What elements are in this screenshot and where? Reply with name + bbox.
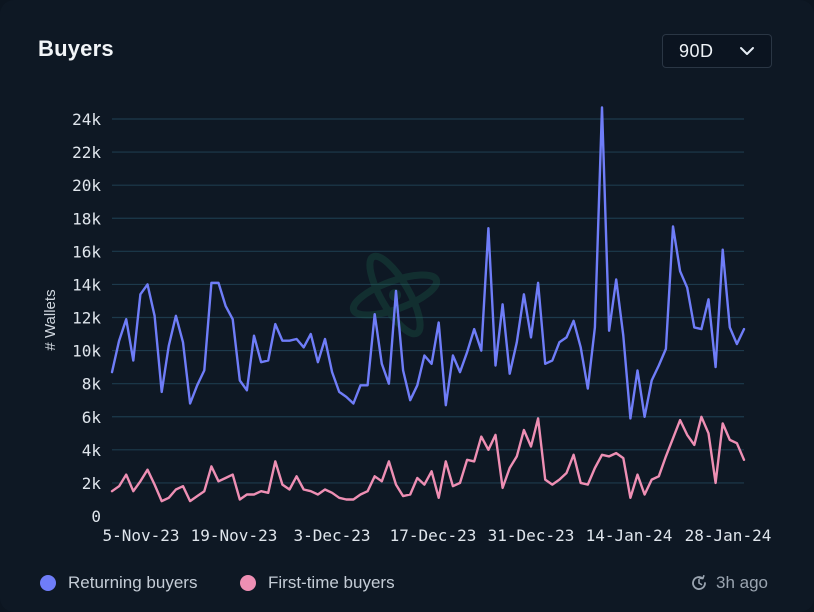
y-tick-label: 0 <box>91 507 101 526</box>
y-tick-label: 24k <box>72 110 101 129</box>
legend-label-first-time: First-time buyers <box>268 573 395 592</box>
buyers-line-chart: 0 2k 4k 6k 8k 10k 12k 14k 16k 18k 20k 22k 24k 5-Nov-… <box>42 106 771 545</box>
y-axis-label: # Wallets <box>42 289 59 350</box>
x-tick-label: 3-Dec-23 <box>293 526 370 545</box>
y-tick-label: 22k <box>72 143 101 162</box>
updated-text: 3h ago <box>716 573 768 592</box>
y-tick-label: 10k <box>72 342 101 361</box>
y-tick-label: 16k <box>72 242 101 261</box>
series-lines <box>110 106 746 503</box>
returning-buyers-line <box>110 106 746 420</box>
y-tick-label: 20k <box>72 176 101 195</box>
y-tick-label: 12k <box>72 309 101 328</box>
first-time-buyers-line <box>110 415 746 503</box>
y-tick-label: 14k <box>72 275 101 294</box>
x-axis-ticks: 5-Nov-23 19-Nov-23 3-Dec-23 17-Dec-23 31-Dec… <box>102 526 771 545</box>
last-updated: 3h ago <box>690 573 768 593</box>
x-tick-label: 31-Dec-23 <box>488 526 575 545</box>
y-tick-label: 6k <box>82 408 102 427</box>
x-tick-label: 28-Jan-24 <box>685 526 772 545</box>
legend-first-time[interactable]: First-time buyers <box>240 573 395 593</box>
time-range-dropdown[interactable]: 90D <box>662 34 772 68</box>
grid-lines <box>112 118 744 484</box>
y-tick-label: 4k <box>82 441 102 460</box>
y-tick-label: 8k <box>82 375 102 394</box>
chevron-down-icon <box>740 47 754 55</box>
time-range-value: 90D <box>679 40 714 61</box>
legend-returning[interactable]: Returning buyers <box>40 573 197 593</box>
card-title: Buyers <box>38 36 114 61</box>
y-axis-ticks: 0 2k 4k 6k 8k 10k 12k 14k 16k 18k 20k 22k 24k <box>72 110 101 526</box>
x-tick-label: 19-Nov-23 <box>191 526 278 545</box>
refresh-clock-icon <box>692 574 706 590</box>
first-time-legend-dot <box>240 575 256 591</box>
y-tick-label: 2k <box>82 474 102 493</box>
returning-legend-dot <box>40 575 56 591</box>
x-tick-label: 5-Nov-23 <box>102 526 179 545</box>
y-tick-label: 18k <box>72 209 101 228</box>
x-tick-label: 17-Dec-23 <box>390 526 477 545</box>
x-tick-label: 14-Jan-24 <box>586 526 673 545</box>
legend-label-returning: Returning buyers <box>68 573 198 592</box>
